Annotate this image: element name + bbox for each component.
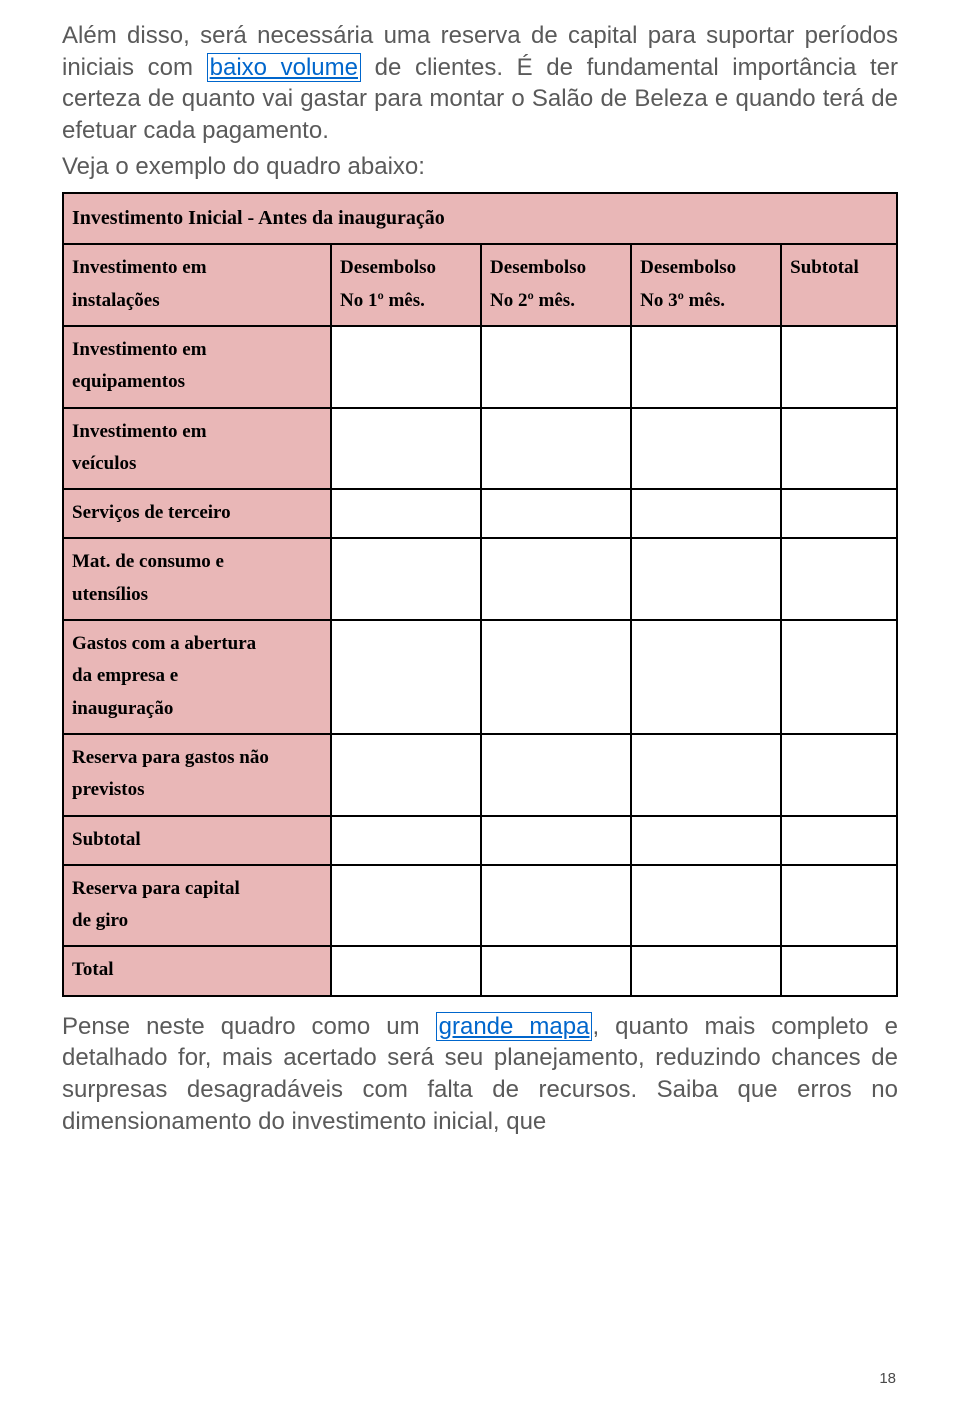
table-row: Mat. de consumo e utensílios xyxy=(63,538,897,620)
data-cell xyxy=(481,816,631,865)
row-label-2-text: Investimento emveículos xyxy=(72,421,207,474)
data-cell xyxy=(331,538,481,620)
col-head-1-text: DesembolsoNo 2º mês. xyxy=(490,257,586,310)
data-cell xyxy=(631,946,781,995)
col-head-3: Subtotal xyxy=(781,244,897,326)
row-label-7-text: Subtotal xyxy=(72,829,141,850)
row-label-3: Serviços de terceiro xyxy=(63,489,331,538)
link-grande-mapa[interactable]: grande mapa xyxy=(436,1012,593,1041)
row-label-4: Mat. de consumo e utensílios xyxy=(63,538,331,620)
row-label-6-text: Reserva para gastos nãoprevistos xyxy=(72,747,269,800)
data-cell xyxy=(331,734,481,816)
row-label-4-text: Mat. de consumo e utensílios xyxy=(72,551,224,604)
paragraph-2: Veja o exemplo do quadro abaixo: xyxy=(62,151,898,183)
link-baixo-volume[interactable]: baixo volume xyxy=(207,53,361,82)
col-head-0-text: DesembolsoNo 1º mês. xyxy=(340,257,436,310)
data-cell xyxy=(631,620,781,734)
data-cell xyxy=(631,865,781,947)
col-head-2: DesembolsoNo 3º mês. xyxy=(631,244,781,326)
data-cell xyxy=(781,734,897,816)
row-label-0-text: Investimento em instalações xyxy=(72,257,207,310)
data-cell xyxy=(781,816,897,865)
data-cell xyxy=(781,489,897,538)
data-cell xyxy=(481,620,631,734)
data-cell xyxy=(331,620,481,734)
table-title-row: Investimento Inicial - Antes da inaugura… xyxy=(63,193,897,244)
data-cell xyxy=(481,408,631,490)
table-row: Gastos com a aberturada empresa e inaugu… xyxy=(63,620,897,734)
table-title: Investimento Inicial - Antes da inaugura… xyxy=(63,193,897,244)
data-cell xyxy=(481,734,631,816)
paragraph-3: Pense neste quadro como um grande mapa, … xyxy=(62,1011,898,1138)
row-label-8: Reserva para capitalde giro xyxy=(63,865,331,947)
data-cell xyxy=(331,865,481,947)
data-cell xyxy=(331,326,481,408)
row-label-5: Gastos com a aberturada empresa e inaugu… xyxy=(63,620,331,734)
data-cell xyxy=(481,326,631,408)
data-cell xyxy=(631,538,781,620)
table-row: Reserva para gastos nãoprevistos xyxy=(63,734,897,816)
data-cell xyxy=(481,865,631,947)
data-cell xyxy=(481,489,631,538)
table-row: Subtotal xyxy=(63,816,897,865)
data-cell xyxy=(331,946,481,995)
table-row: Investimento em equipamentos xyxy=(63,326,897,408)
table-header-row: Investimento em instalações DesembolsoNo… xyxy=(63,244,897,326)
data-cell xyxy=(781,326,897,408)
data-cell xyxy=(631,326,781,408)
data-cell xyxy=(781,620,897,734)
data-cell xyxy=(481,538,631,620)
data-cell xyxy=(631,489,781,538)
row-label-8-text: Reserva para capitalde giro xyxy=(72,878,240,931)
investment-table-wrap: Investimento Inicial - Antes da inaugura… xyxy=(62,192,898,996)
table-row: Serviços de terceiro xyxy=(63,489,897,538)
col-head-1: DesembolsoNo 2º mês. xyxy=(481,244,631,326)
row-label-1: Investimento em equipamentos xyxy=(63,326,331,408)
row-label-0: Investimento em instalações xyxy=(63,244,331,326)
col-head-2-text: DesembolsoNo 3º mês. xyxy=(640,257,736,310)
row-label-1-text: Investimento em equipamentos xyxy=(72,339,207,392)
col-head-3-text: Subtotal xyxy=(790,257,859,278)
table-row: Total xyxy=(63,946,897,995)
investment-table: Investimento Inicial - Antes da inaugura… xyxy=(62,192,898,996)
data-cell xyxy=(781,408,897,490)
data-cell xyxy=(631,734,781,816)
paragraph-1: Além disso, será necessária uma reserva … xyxy=(62,20,898,147)
data-cell xyxy=(631,408,781,490)
table-row: Reserva para capitalde giro xyxy=(63,865,897,947)
row-label-6: Reserva para gastos nãoprevistos xyxy=(63,734,331,816)
row-label-9: Total xyxy=(63,946,331,995)
col-head-0: DesembolsoNo 1º mês. xyxy=(331,244,481,326)
data-cell xyxy=(331,816,481,865)
table-row: Investimento emveículos xyxy=(63,408,897,490)
data-cell xyxy=(631,816,781,865)
row-label-7: Subtotal xyxy=(63,816,331,865)
data-cell xyxy=(331,408,481,490)
row-label-3-text: Serviços de terceiro xyxy=(72,502,231,523)
para3-pre: Pense neste quadro como um xyxy=(62,1013,436,1040)
page-number: 18 xyxy=(879,1370,896,1387)
data-cell xyxy=(781,865,897,947)
row-label-2: Investimento emveículos xyxy=(63,408,331,490)
data-cell xyxy=(481,946,631,995)
row-label-5-text: Gastos com a aberturada empresa e inaugu… xyxy=(72,633,256,719)
data-cell xyxy=(781,538,897,620)
row-label-9-text: Total xyxy=(72,959,114,980)
data-cell xyxy=(781,946,897,995)
data-cell xyxy=(331,489,481,538)
